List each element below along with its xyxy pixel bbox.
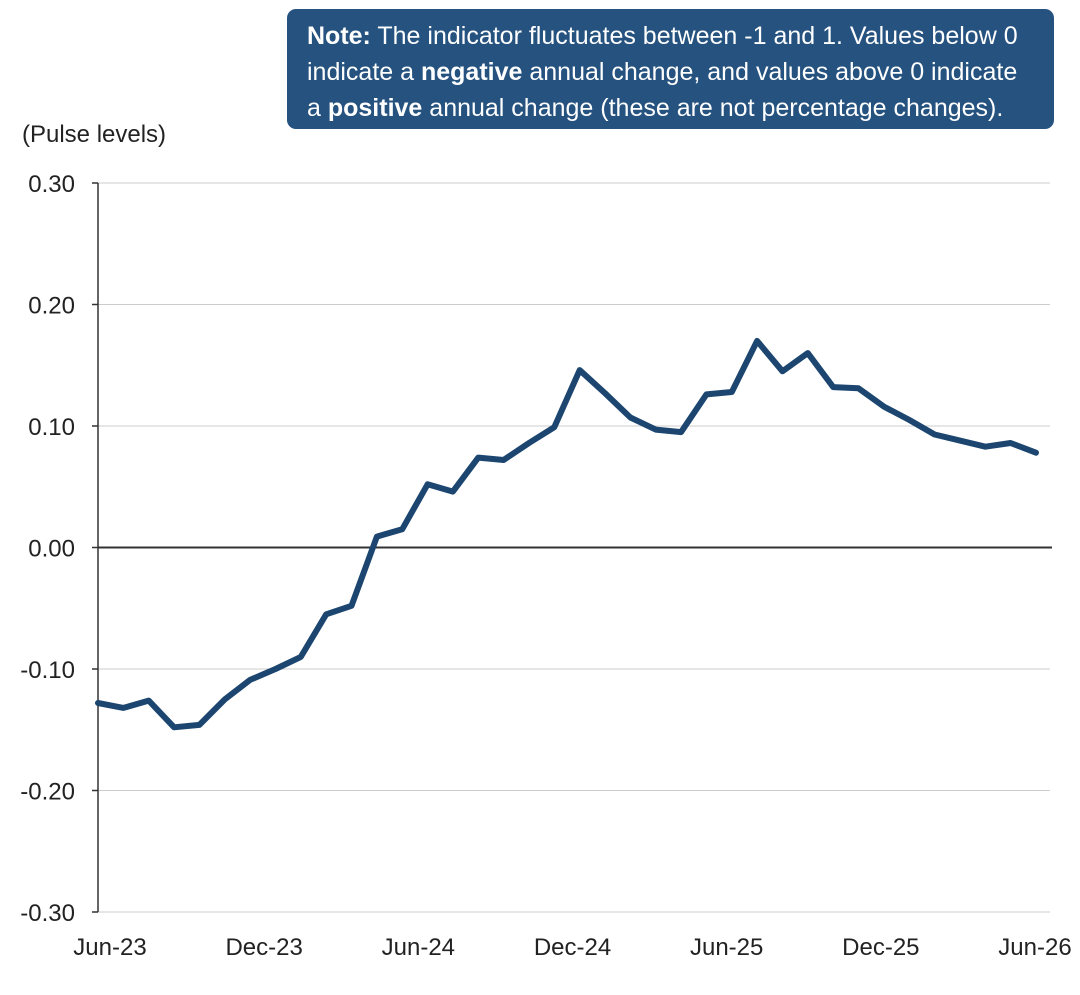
x-tick-label: Jun-23 <box>73 934 146 961</box>
y-tick-label: -0.10 <box>20 657 75 684</box>
x-tick-label: Dec-25 <box>842 934 919 961</box>
y-tick-label: -0.20 <box>20 779 75 806</box>
axes <box>92 182 1052 913</box>
y-tick-label: 0.10 <box>28 414 75 441</box>
x-tick-label: Dec-23 <box>225 934 302 961</box>
y-tick-label: 0.30 <box>28 171 75 198</box>
note-positive: positive <box>327 94 423 122</box>
series-line <box>95 337 1039 731</box>
note-negative: negative <box>420 58 523 86</box>
x-tick-label: Dec-24 <box>534 934 611 961</box>
note-text-1: The indicator fluctuates between -1 and … <box>307 22 1018 86</box>
y-tick-label: -0.30 <box>20 900 75 927</box>
note-box: Note: The indicator fluctuates between -… <box>287 9 1054 129</box>
x-tick-labels: Jun-23 Dec-23 Jun-24 Dec-24 Jun-25 Dec-25 Jun-… <box>73 934 1071 961</box>
gridlines <box>98 182 1050 913</box>
y-tick-label: 0.00 <box>28 536 75 563</box>
x-tick-label: Jun-25 <box>690 934 763 961</box>
y-tick-labels: 0.30 0.20 0.10 0.00 -0.10 -0.20 -0.30 <box>20 171 75 927</box>
x-tick-label: Jun-26 <box>998 934 1071 961</box>
note-label: Note: <box>307 22 371 50</box>
series-layer <box>95 337 1039 731</box>
y-axis-label: (Pulse levels) <box>22 121 166 148</box>
y-tick-label: 0.20 <box>28 293 75 320</box>
note-text-2: annual change, and values above 0 indica… <box>307 58 1018 122</box>
note-text-3: annual change (these are not percentage … <box>422 94 1004 122</box>
x-tick-label: Jun-24 <box>382 934 455 961</box>
